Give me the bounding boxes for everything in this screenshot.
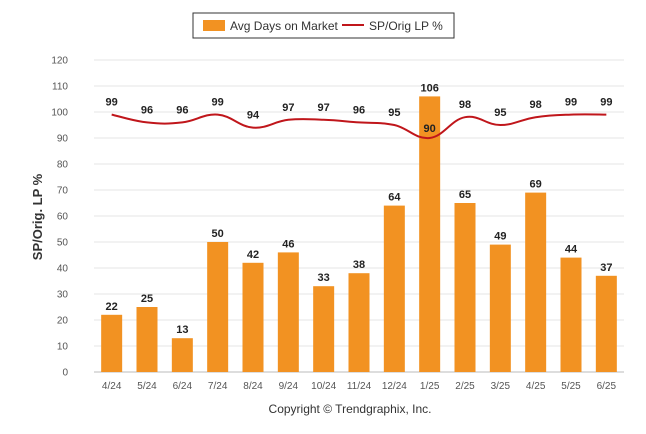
bar-value-label: 49 (494, 231, 506, 243)
y-tick-label: 110 (52, 82, 68, 93)
x-tick-label: 11/24 (347, 381, 372, 392)
bar-value-label: 106 (420, 82, 438, 94)
x-tick-label: 3/25 (491, 381, 511, 392)
line-value-label: 99 (212, 97, 224, 109)
legend: Avg Days on Market SP/Orig LP % (192, 12, 455, 39)
line-value-label: 94 (247, 110, 260, 122)
bar (101, 314, 123, 372)
x-tick-label: 1/25 (420, 381, 440, 392)
x-tick-label: 2/25 (455, 381, 475, 392)
bar-value-label: 69 (530, 179, 542, 191)
legend-box (192, 12, 455, 39)
y-tick-label: 100 (51, 108, 68, 119)
sp-orig-lp-line (111, 113, 607, 140)
y-axis-ticks: 0 10 20 30 40 50 60 70 80 90 100 110 120 (51, 56, 68, 379)
bar-value-label: 64 (388, 192, 401, 204)
x-tick-label: 7/24 (208, 381, 228, 392)
bar (525, 192, 547, 372)
line-series (111, 113, 607, 140)
y-tick-label: 120 (51, 56, 68, 67)
copyright-text: Copyright © Trendgraphix, Inc. (269, 402, 432, 416)
y-tick-label: 90 (57, 134, 69, 145)
line-value-label: 96 (176, 104, 188, 116)
x-tick-label: 6/25 (597, 381, 617, 392)
line-value-label: 97 (318, 102, 330, 114)
line-value-label: 96 (141, 104, 153, 116)
legend-label-bar: Avg Days on Market (230, 19, 338, 33)
x-tick-label: 10/24 (311, 381, 336, 392)
x-tick-label: 5/25 (561, 381, 581, 392)
line-value-label: 95 (388, 107, 400, 119)
x-tick-label: 4/24 (102, 381, 122, 392)
bar-value-label: 42 (247, 249, 259, 261)
bar (171, 338, 193, 372)
line-value-label: 99 (106, 97, 118, 109)
x-tick-label: 8/24 (243, 381, 263, 392)
bar-value-label: 37 (600, 262, 612, 274)
y-tick-label: 40 (57, 264, 69, 275)
bar-value-label: 25 (141, 293, 153, 305)
line-value-label: 98 (459, 99, 471, 111)
bar-value-label: 22 (106, 301, 118, 313)
line-value-label: 90 (424, 123, 436, 135)
x-axis-ticks: 4/24 5/24 6/24 7/24 8/24 9/24 10/24 11/24 12/24 1… (102, 381, 617, 392)
bar-value-label: 33 (318, 272, 330, 284)
y-tick-label: 10 (57, 342, 69, 353)
y-tick-label: 80 (57, 160, 69, 171)
y-tick-label: 50 (57, 238, 69, 249)
bar-value-label: 65 (459, 189, 471, 201)
y-tick-label: 60 (57, 212, 69, 223)
bar (419, 96, 441, 373)
line-value-label: 98 (530, 99, 542, 111)
x-tick-label: 6/24 (173, 381, 193, 392)
bar (595, 275, 617, 372)
bar (277, 252, 299, 372)
line-value-label: 96 (353, 104, 365, 116)
line-value-label: 99 (565, 97, 577, 109)
bar-series (101, 96, 617, 373)
y-tick-label: 0 (62, 368, 68, 379)
bar (313, 286, 335, 372)
bar-value-label: 50 (212, 228, 224, 240)
line-value-label: 97 (282, 102, 294, 114)
legend-label-line: SP/Orig LP % (369, 19, 443, 33)
line-value-label: 99 (600, 97, 612, 109)
bar (207, 242, 229, 372)
bar-value-label: 44 (565, 244, 578, 256)
bar (242, 262, 264, 372)
bar-data-labels: 22 25 13 50 42 46 33 38 64 106 65 49 69 44 37 (106, 82, 613, 336)
y-tick-label: 30 (57, 290, 69, 301)
bar (348, 273, 370, 372)
y-tick-label: 20 (57, 316, 69, 327)
line-value-label: 95 (494, 107, 506, 119)
y-tick-label: 70 (57, 186, 69, 197)
bar-value-label: 38 (353, 259, 365, 271)
bar (454, 203, 476, 372)
legend-swatch-bar (203, 20, 225, 31)
bar (560, 257, 582, 372)
bar (383, 205, 405, 372)
bar-value-label: 46 (282, 238, 294, 250)
line-data-labels: 99 96 96 99 94 97 97 96 95 90 98 95 98 99 99 (106, 97, 613, 135)
bar (136, 307, 158, 372)
bar-value-label: 13 (176, 324, 188, 336)
x-tick-label: 5/24 (137, 381, 157, 392)
x-tick-label: 12/24 (382, 381, 407, 392)
x-tick-label: 4/25 (526, 381, 546, 392)
y-axis-title: SP/Orig. LP % (30, 173, 45, 260)
x-tick-label: 9/24 (279, 381, 299, 392)
bar (489, 244, 511, 372)
